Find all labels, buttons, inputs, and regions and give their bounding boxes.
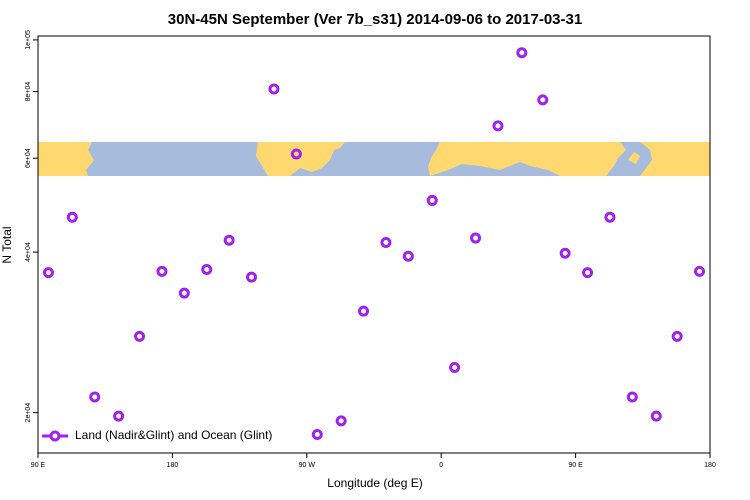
point xyxy=(246,271,258,283)
legend-marker xyxy=(49,430,61,442)
x-tick-label: 90 W xyxy=(299,462,316,469)
point xyxy=(650,410,662,422)
chart-title: 30N-45N September (Ver 7b_s31) 2014-09-0… xyxy=(168,11,582,28)
x-tick-label: 90 E xyxy=(31,462,46,469)
y-tick-label: 8e+04 xyxy=(25,82,32,102)
world-map-strip xyxy=(38,142,710,176)
y-tick-label: 1e+05 xyxy=(25,30,32,50)
y-tick-label: 4e+04 xyxy=(25,242,32,262)
point xyxy=(42,267,54,279)
point xyxy=(626,391,638,403)
point xyxy=(516,47,528,59)
x-tick-label: 90 E xyxy=(568,462,583,469)
point xyxy=(449,362,461,374)
point xyxy=(604,211,616,223)
point xyxy=(380,236,392,248)
x-tick-label: 0 xyxy=(439,462,443,469)
plot-frame xyxy=(37,35,711,454)
point xyxy=(66,211,78,223)
point xyxy=(268,83,280,95)
point xyxy=(671,330,683,342)
point xyxy=(559,247,571,259)
point xyxy=(358,305,370,317)
y-axis-label: N Total xyxy=(0,226,14,263)
point xyxy=(201,264,213,276)
y-tick-label: 2e+04 xyxy=(25,403,32,423)
point xyxy=(156,265,168,277)
point xyxy=(134,330,146,342)
x-tick-label: 180 xyxy=(704,462,716,469)
point xyxy=(470,232,482,244)
point xyxy=(694,265,706,277)
point xyxy=(492,120,504,132)
y-tick-label: 6e+04 xyxy=(25,148,32,168)
point xyxy=(290,148,302,160)
x-tick-label: 180 xyxy=(167,462,179,469)
point xyxy=(402,250,414,262)
point xyxy=(178,287,190,299)
point xyxy=(426,194,438,206)
point xyxy=(335,415,347,427)
legend-label: Land (Nadir&Glint) and Ocean (Glint) xyxy=(75,428,272,442)
point xyxy=(311,428,323,440)
point xyxy=(89,391,101,403)
point xyxy=(537,94,549,106)
point xyxy=(223,234,235,246)
point xyxy=(113,410,125,422)
x-axis-label: Longitude (deg E) xyxy=(327,476,422,490)
point xyxy=(582,267,594,279)
